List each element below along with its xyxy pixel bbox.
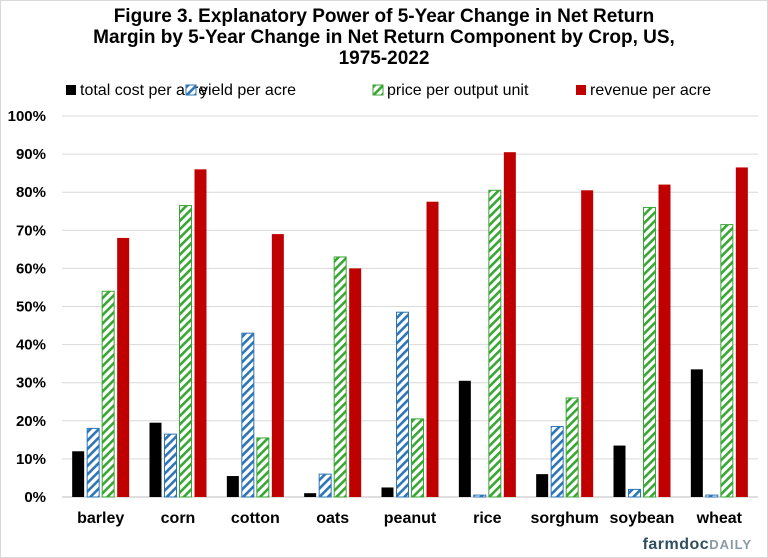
bar-total-cost-per-acre-soybean [613, 445, 626, 497]
y-tick-label: 50% [16, 299, 46, 316]
y-tick-label: 40% [16, 337, 46, 354]
bar-price-per-output-unit-peanut [411, 418, 424, 498]
bar-total-cost-per-acre-cotton [226, 476, 239, 497]
bar-revenue-per-acre-soybean [658, 184, 671, 497]
bar-yield-per-acre-rice [473, 494, 487, 498]
y-tick-label: 70% [16, 222, 46, 239]
y-tick-label: 20% [16, 413, 46, 430]
bar-revenue-per-acre-barley [117, 237, 130, 498]
bar-yield-per-acre-cotton [241, 332, 255, 498]
bar-yield-per-acre-wheat [705, 494, 719, 498]
bar-price-per-output-unit-corn [179, 205, 192, 498]
y-tick-label: 100% [8, 108, 46, 125]
bar-price-per-output-unit-soybean [643, 206, 656, 498]
y-tick-label: 90% [16, 146, 46, 163]
bar-total-cost-per-acre-peanut [381, 487, 394, 497]
bar-total-cost-per-acre-barley [72, 451, 85, 497]
bar-yield-per-acre-corn [164, 433, 177, 498]
x-category-label: soybean [610, 510, 675, 527]
bar-total-cost-per-acre-corn [149, 422, 162, 497]
bar-revenue-per-acre-cotton [271, 234, 284, 498]
y-tick-label: 80% [16, 184, 46, 201]
x-category-label: cotton [231, 510, 280, 527]
bar-revenue-per-acre-oats [349, 268, 362, 497]
legend-label: price per output unit [387, 82, 529, 99]
bar-price-per-output-unit-rice [488, 189, 502, 498]
x-category-label: peanut [384, 510, 437, 527]
bar-yield-per-acre-oats [318, 473, 332, 498]
legend-label: revenue per acre [590, 82, 711, 99]
bar-total-cost-per-acre-wheat [690, 369, 703, 497]
legend-swatch [372, 84, 384, 96]
y-tick-label: 10% [16, 451, 46, 468]
bar-yield-per-acre-sorghum [550, 426, 564, 498]
legend-swatch [185, 84, 197, 96]
chart-title-line-1: Figure 3. Explanatory Power of 5-Year Ch… [113, 6, 655, 27]
bar-revenue-per-acre-peanut [426, 201, 439, 497]
bar-yield-per-acre-peanut [396, 311, 409, 498]
bar-yield-per-acre-soybean [628, 488, 641, 498]
chart-title-line-2: Margin by 5-Year Change in Net Return Co… [93, 27, 675, 48]
bar-revenue-per-acre-wheat [735, 167, 748, 497]
bar-price-per-output-unit-barley [101, 290, 115, 498]
bar-total-cost-per-acre-sorghum [536, 474, 549, 497]
y-tick-label: 60% [16, 260, 46, 277]
legend-swatch [576, 85, 586, 95]
bar-price-per-output-unit-wheat [720, 224, 734, 498]
y-tick-label: 30% [16, 375, 46, 392]
x-category-label: corn [161, 510, 196, 527]
x-category-label: wheat [696, 510, 743, 527]
bar-revenue-per-acre-rice [503, 152, 516, 497]
bar-price-per-output-unit-sorghum [565, 397, 579, 498]
legend-swatch [66, 85, 76, 95]
x-category-label: rice [473, 510, 502, 527]
bar-total-cost-per-acre-rice [458, 380, 471, 497]
bar-total-cost-per-acre-oats [304, 493, 317, 497]
x-category-label: barley [77, 510, 124, 527]
x-category-label: oats [316, 510, 349, 527]
bar-yield-per-acre-barley [86, 427, 100, 498]
x-category-label: sorghum [530, 510, 598, 527]
legend-label: total cost per acre [80, 82, 207, 99]
bar-revenue-per-acre-sorghum [581, 190, 594, 498]
farmdoc-daily-logo: farmdocDAILY [642, 536, 752, 553]
chart-title-line-3: 1975-2022 [338, 48, 430, 69]
bar-price-per-output-unit-cotton [256, 437, 270, 498]
bar-revenue-per-acre-corn [194, 169, 207, 497]
legend-label: yield per acre [200, 82, 296, 99]
chart-title: Figure 3. Explanatory Power of 5-Year Ch… [0, 6, 768, 69]
y-tick-label: 0% [24, 489, 46, 506]
bar-price-per-output-unit-oats [333, 256, 347, 498]
